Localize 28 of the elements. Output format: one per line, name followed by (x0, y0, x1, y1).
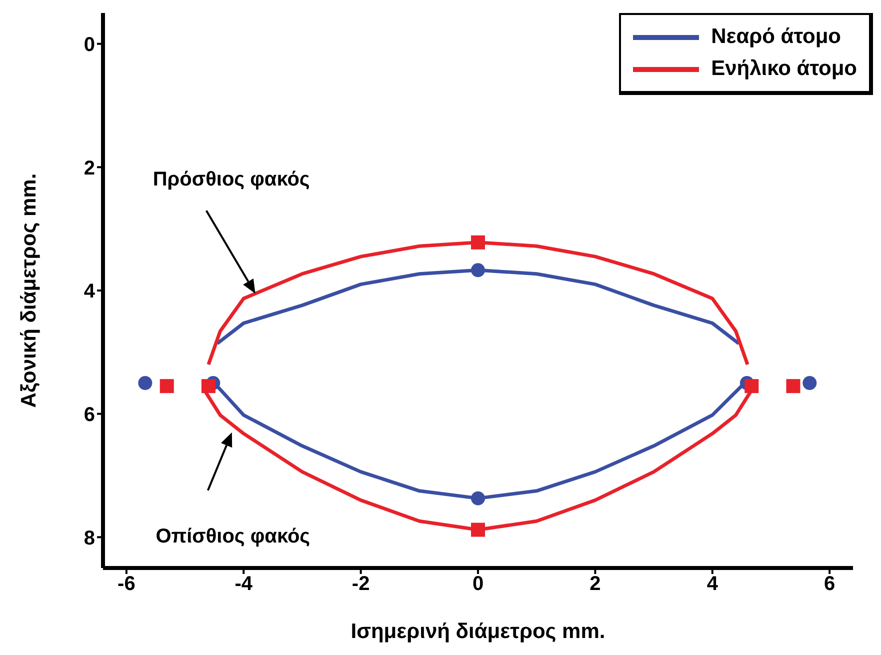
point (471, 263, 485, 278)
y-tick-label: 6 (84, 404, 95, 426)
annotation: Πρόσθιος φακός (152, 168, 310, 191)
legend-label: Νεαρό άτομο (711, 24, 841, 50)
x-tick-label: 0 (472, 573, 484, 596)
x-tick-label: -2 (352, 573, 370, 596)
point (744, 379, 759, 394)
y-tick-label: 8 (84, 527, 95, 550)
x-tick-label: -6 (118, 573, 136, 596)
point (160, 379, 174, 394)
point (471, 491, 485, 506)
point (201, 379, 216, 394)
y-tick-label: 0 (84, 34, 95, 56)
point (802, 376, 817, 390)
y-axis-title: Αξονική διάμετρος mm. (17, 173, 40, 408)
annotation: Οπίσθιος φακός (156, 525, 310, 548)
y-tick-label: 4 (84, 280, 96, 303)
x-tick-label: 4 (706, 573, 719, 596)
point (786, 379, 800, 394)
y-tick-label: 2 (84, 157, 95, 180)
legend-label: Ενήλικο άτομο (711, 56, 857, 82)
point (471, 235, 485, 250)
x-tick-label: 6 (824, 573, 836, 596)
x-tick-label: 2 (590, 573, 601, 596)
point (471, 522, 485, 537)
x-axis-title: Ισημερινή διάμετρος mm. (350, 620, 606, 643)
x-tick-label: -4 (234, 573, 254, 596)
point (138, 376, 152, 390)
